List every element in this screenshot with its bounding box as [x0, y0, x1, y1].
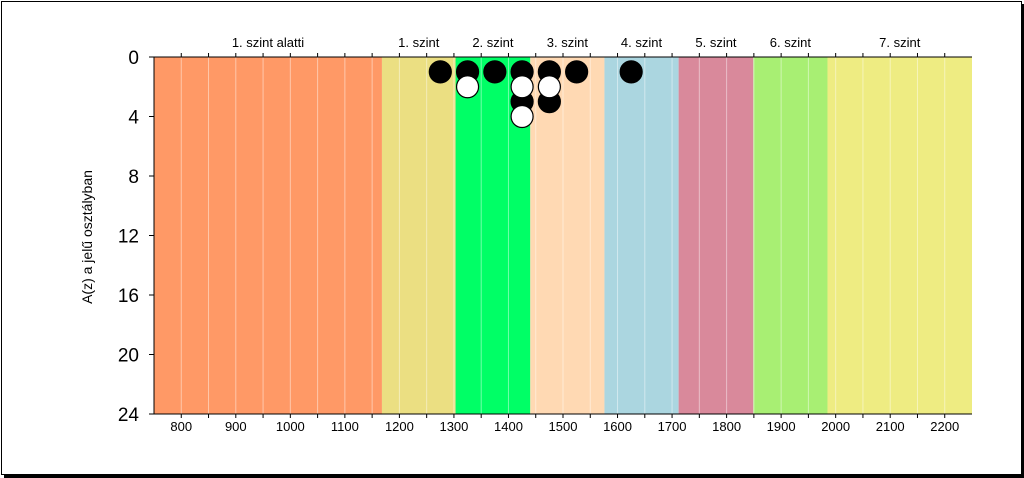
band-label: 1. szint	[398, 35, 440, 50]
white-point	[537, 75, 561, 99]
band-8	[827, 57, 972, 414]
x-tick-label: 800	[170, 419, 192, 434]
band-4	[530, 57, 605, 414]
y-tick-label: 8	[128, 167, 139, 188]
x-tick-label: 2100	[876, 419, 905, 434]
band-6	[678, 57, 754, 414]
band-label: 6. szint	[770, 35, 812, 50]
grid-layer	[180, 57, 946, 414]
axes-layer: 800 900 1000 1100 1200 1300 1400 1500 1600 1700 18…	[118, 48, 972, 434]
band-7	[753, 57, 828, 414]
black-point	[565, 60, 589, 84]
y-tick-label: 16	[118, 286, 139, 307]
x-tick-label: 1300	[439, 419, 468, 434]
y-axis-label: A(z) a jelű osztályban	[79, 170, 95, 304]
y-tick-label: 24	[118, 405, 140, 426]
black-point	[483, 60, 507, 84]
band-5	[604, 57, 679, 414]
band-label: 2. szint	[472, 35, 514, 50]
x-tick-label: 900	[225, 419, 247, 434]
black-point	[619, 60, 643, 84]
points-layer	[428, 60, 643, 129]
x-tick-label: 1200	[385, 419, 414, 434]
band-label: 7. szint	[879, 35, 921, 50]
white-point	[510, 75, 534, 99]
band-1	[154, 57, 382, 414]
x-tick-label: 2000	[821, 419, 850, 434]
y-tick-label: 20	[118, 346, 139, 367]
x-tick-label: 1000	[276, 419, 305, 434]
band-label: 1. szint alatti	[232, 35, 304, 50]
x-tick-label: 1500	[549, 419, 578, 434]
white-point	[510, 104, 534, 129]
x-tick-label: 1900	[767, 419, 796, 434]
y-tick-label: 4	[128, 108, 139, 129]
band-2	[381, 57, 456, 414]
x-tick-label: 1800	[712, 419, 741, 434]
white-point	[455, 75, 480, 99]
x-tick-label: 1700	[658, 419, 687, 434]
y-tick-label: 0	[128, 48, 139, 69]
x-tick-label: 1400	[494, 419, 523, 434]
band-label: 4. szint	[621, 35, 663, 50]
band-label: 3. szint	[547, 35, 589, 50]
x-tick-label: 2200	[930, 419, 959, 434]
x-tick-label: 1600	[603, 419, 632, 434]
y-tick-label: 12	[118, 227, 139, 248]
x-tick-label: 1100	[331, 419, 359, 434]
band-labels-layer: 1. szint alatti 1. szint 2. szint 3. szint 4…	[232, 35, 921, 50]
black-point	[428, 60, 452, 84]
band-label: 5. szint	[695, 35, 737, 50]
